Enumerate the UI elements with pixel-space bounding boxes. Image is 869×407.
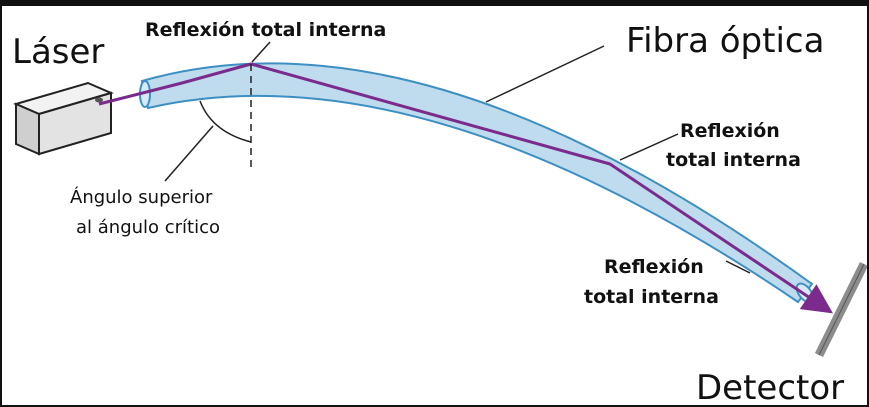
detector-plate-edge: [818, 263, 865, 356]
optical-fiber: [139, 62, 815, 304]
angle-label-line1: Ángulo superior: [70, 186, 213, 208]
angle-arc: [199, 100, 252, 143]
angle-label-line2: al ángulo crítico: [76, 217, 220, 238]
reflection-top-label: Reflexión total interna: [145, 19, 386, 41]
reflection-mid-label-line1: Reflexión: [680, 120, 780, 142]
fiber-label: Fibra óptica: [626, 21, 824, 61]
leader-lines: [164, 41, 751, 274]
fiber-optic-diagram: Láser Fibra óptica Detector Reflexión to…: [12, 19, 867, 405]
laser-label: Láser: [12, 32, 104, 72]
reflection-mid-label-line2: total interna: [666, 149, 801, 171]
reflection-low-label-line2: total interna: [584, 286, 719, 308]
detector-label: Detector: [696, 368, 844, 405]
reflection-low-label-line1: Reflexión: [604, 256, 704, 278]
laser-icon: [13, 81, 114, 156]
